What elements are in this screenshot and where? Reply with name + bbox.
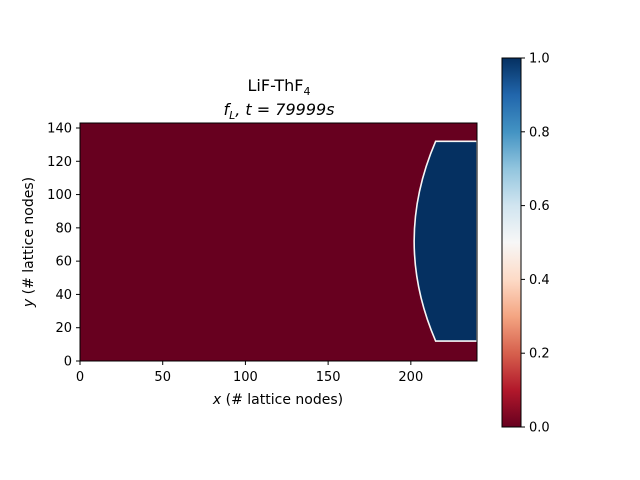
y-axis-ticks: 0 20 40 60 80 100 120 140 [47, 121, 80, 370]
y-tick-label: 80 [55, 221, 72, 236]
y-tick-label: 140 [47, 121, 72, 136]
chart-title-line1: LiF-ThF4 [248, 76, 311, 98]
y-axis-label: y (# lattice nodes) [21, 177, 37, 308]
colorbar-tick-label: 0.0 [529, 421, 550, 436]
x-axis-label: x (# lattice nodes) [212, 392, 343, 408]
colorbar-tick-label: 0.6 [529, 199, 550, 214]
colorbar-tick-label: 0.8 [529, 125, 550, 140]
y-tick-label: 40 [55, 288, 72, 303]
plot-frame [79, 122, 478, 362]
y-tick-label: 120 [47, 155, 72, 170]
x-tick-label: 0 [76, 370, 84, 385]
y-tick-label: 0 [64, 355, 72, 370]
x-tick-label: 50 [154, 370, 171, 385]
y-tick-label: 100 [47, 188, 72, 203]
y-tick-label: 60 [55, 255, 72, 270]
colorbar-tick-label: 0.2 [529, 347, 550, 362]
x-axis-ticks: 0 50 100 150 200 [76, 361, 423, 385]
chart-title-line2: fL, t = 79999s [223, 100, 334, 122]
y-tick-label: 20 [55, 321, 72, 336]
colorbar [501, 57, 522, 428]
x-tick-label: 200 [398, 370, 423, 385]
x-tick-label: 100 [233, 370, 258, 385]
colorbar-ticks: 0.0 0.2 0.4 0.6 0.8 1.0 [521, 52, 550, 436]
liquid-phase-region [413, 140, 478, 342]
colorbar-tick-label: 1.0 [529, 52, 550, 67]
x-tick-label: 150 [316, 370, 341, 385]
heatmap-plot-area [80, 123, 478, 361]
colorbar-tick-label: 0.4 [529, 273, 550, 288]
solid-phase-region [80, 123, 477, 361]
